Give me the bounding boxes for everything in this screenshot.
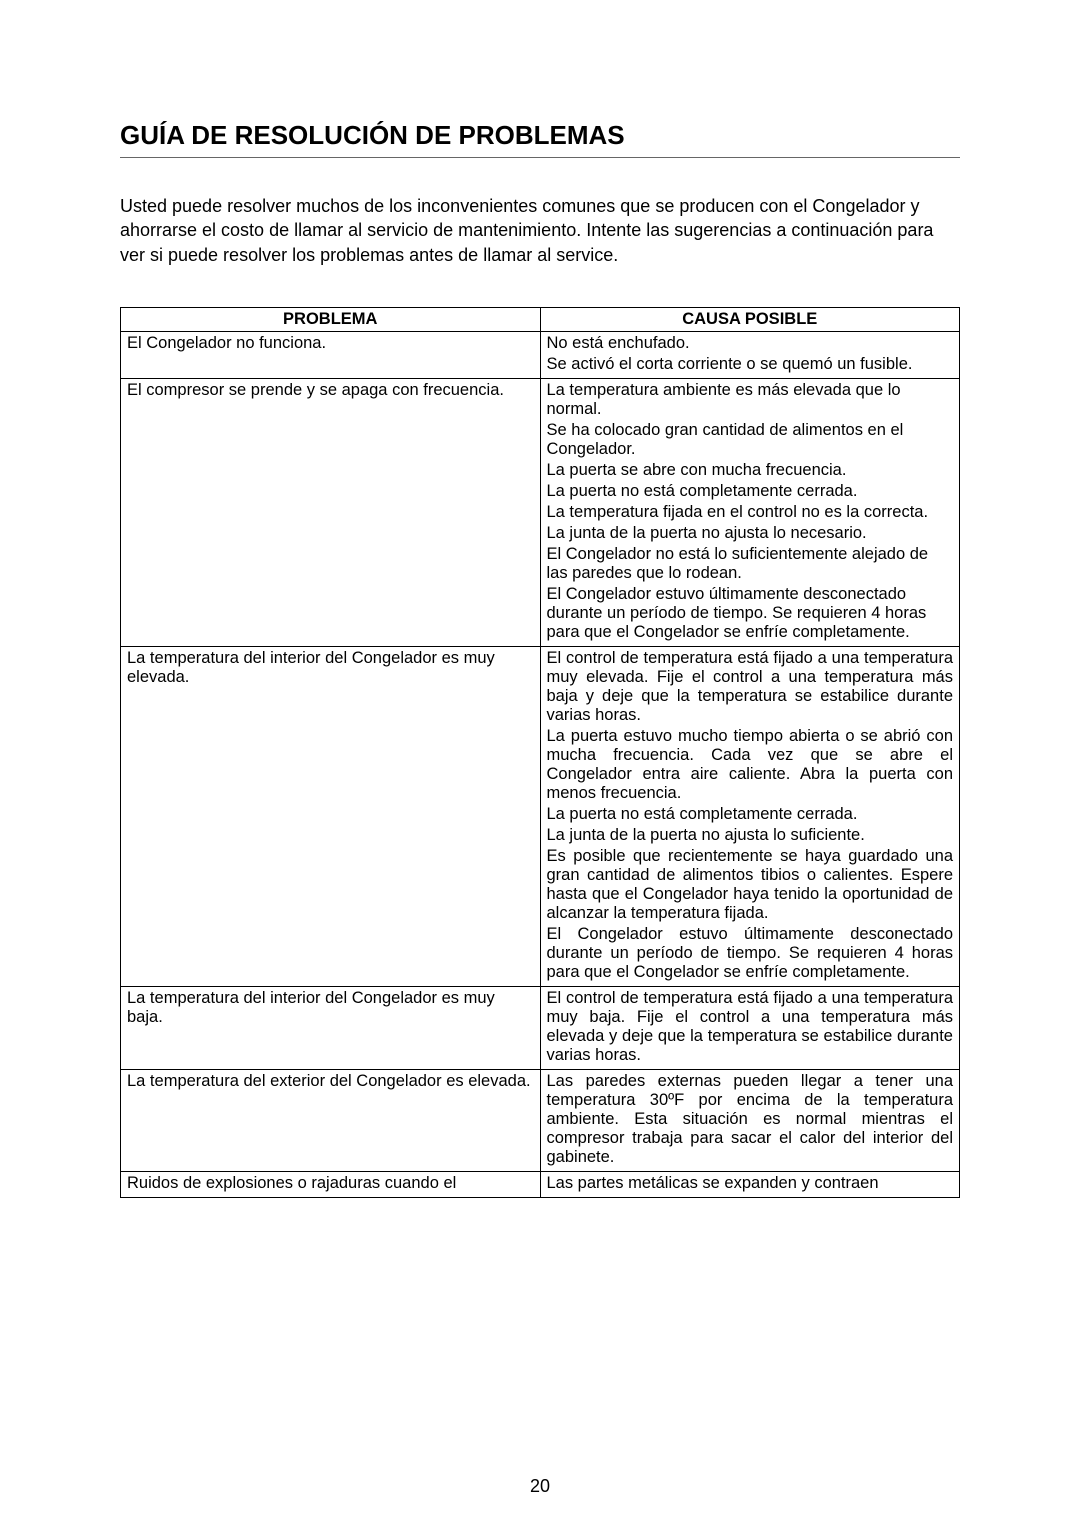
- problem-cell: La temperatura del interior del Congelad…: [121, 646, 541, 986]
- cause-line: Se ha colocado gran cantidad de alimento…: [547, 421, 954, 459]
- cause-cell: No está enchufado. Se activó el corta cor…: [540, 331, 960, 378]
- cause-line: No está enchufado.: [547, 334, 954, 353]
- table-row: La temperatura del interior del Congelad…: [121, 646, 960, 986]
- cause-line: La puerta no está completamente cerrada.: [547, 482, 954, 501]
- cause-line: El Congelador estuvo últimamente descone…: [547, 585, 954, 642]
- table-row: La temperatura del interior del Congelad…: [121, 986, 960, 1069]
- problem-cell: El compresor se prende y se apaga con fr…: [121, 378, 541, 646]
- page-number: 20: [0, 1476, 1080, 1497]
- table-row: Ruidos de explosiones o rajaduras cuando…: [121, 1171, 960, 1197]
- cause-line: La junta de la puerta no ajusta lo neces…: [547, 524, 954, 543]
- cause-cell: El control de temperatura está fijado a …: [540, 986, 960, 1069]
- problem-cell: El Congelador no funciona.: [121, 331, 541, 378]
- cause-line: La puerta estuvo mucho tiempo abierta o …: [547, 727, 954, 803]
- cause-cell: Las partes metálicas se expanden y contr…: [540, 1171, 960, 1197]
- cause-line: La junta de la puerta no ajusta lo sufic…: [547, 826, 954, 845]
- table-row: La temperatura del exterior del Congelad…: [121, 1069, 960, 1171]
- problem-cell: La temperatura del exterior del Congelad…: [121, 1069, 541, 1171]
- cause-cell: El control de temperatura está fijado a …: [540, 646, 960, 986]
- cause-line: El Congelador no está lo suficientemente…: [547, 545, 954, 583]
- cause-line: La puerta se abre con mucha frecuencia.: [547, 461, 954, 480]
- col-header-cause: CAUSA POSIBLE: [540, 307, 960, 331]
- page-title: GUÍA DE RESOLUCIÓN DE PROBLEMAS: [120, 120, 960, 158]
- cause-line: El Congelador estuvo últimamente descone…: [547, 925, 954, 982]
- problem-cell: La temperatura del interior del Congelad…: [121, 986, 541, 1069]
- cause-line: La temperatura fijada en el control no e…: [547, 503, 954, 522]
- cause-cell: La temperatura ambiente es más elevada q…: [540, 378, 960, 646]
- problem-cell: Ruidos de explosiones o rajaduras cuando…: [121, 1171, 541, 1197]
- cause-cell: Las paredes externas pueden llegar a ten…: [540, 1069, 960, 1171]
- cause-line: El control de temperatura está fijado a …: [547, 989, 954, 1065]
- cause-line: El control de temperatura está fijado a …: [547, 649, 954, 725]
- cause-line: La temperatura ambiente es más elevada q…: [547, 381, 954, 419]
- cause-line: La puerta no está completamente cerrada.: [547, 805, 954, 824]
- col-header-problem: PROBLEMA: [121, 307, 541, 331]
- table-row: El Congelador no funciona.No está enchuf…: [121, 331, 960, 378]
- cause-line: Las paredes externas pueden llegar a ten…: [547, 1072, 954, 1167]
- cause-line: Es posible que recientemente se haya gua…: [547, 847, 954, 923]
- troubleshooting-table: PROBLEMA CAUSA POSIBLE El Congelador no …: [120, 307, 960, 1198]
- intro-paragraph: Usted puede resolver muchos de los incon…: [120, 194, 960, 267]
- cause-line: Las partes metálicas se expanden y contr…: [547, 1174, 954, 1193]
- table-row: El compresor se prende y se apaga con fr…: [121, 378, 960, 646]
- cause-line: Se activó el corta corriente o se quemó …: [547, 355, 954, 374]
